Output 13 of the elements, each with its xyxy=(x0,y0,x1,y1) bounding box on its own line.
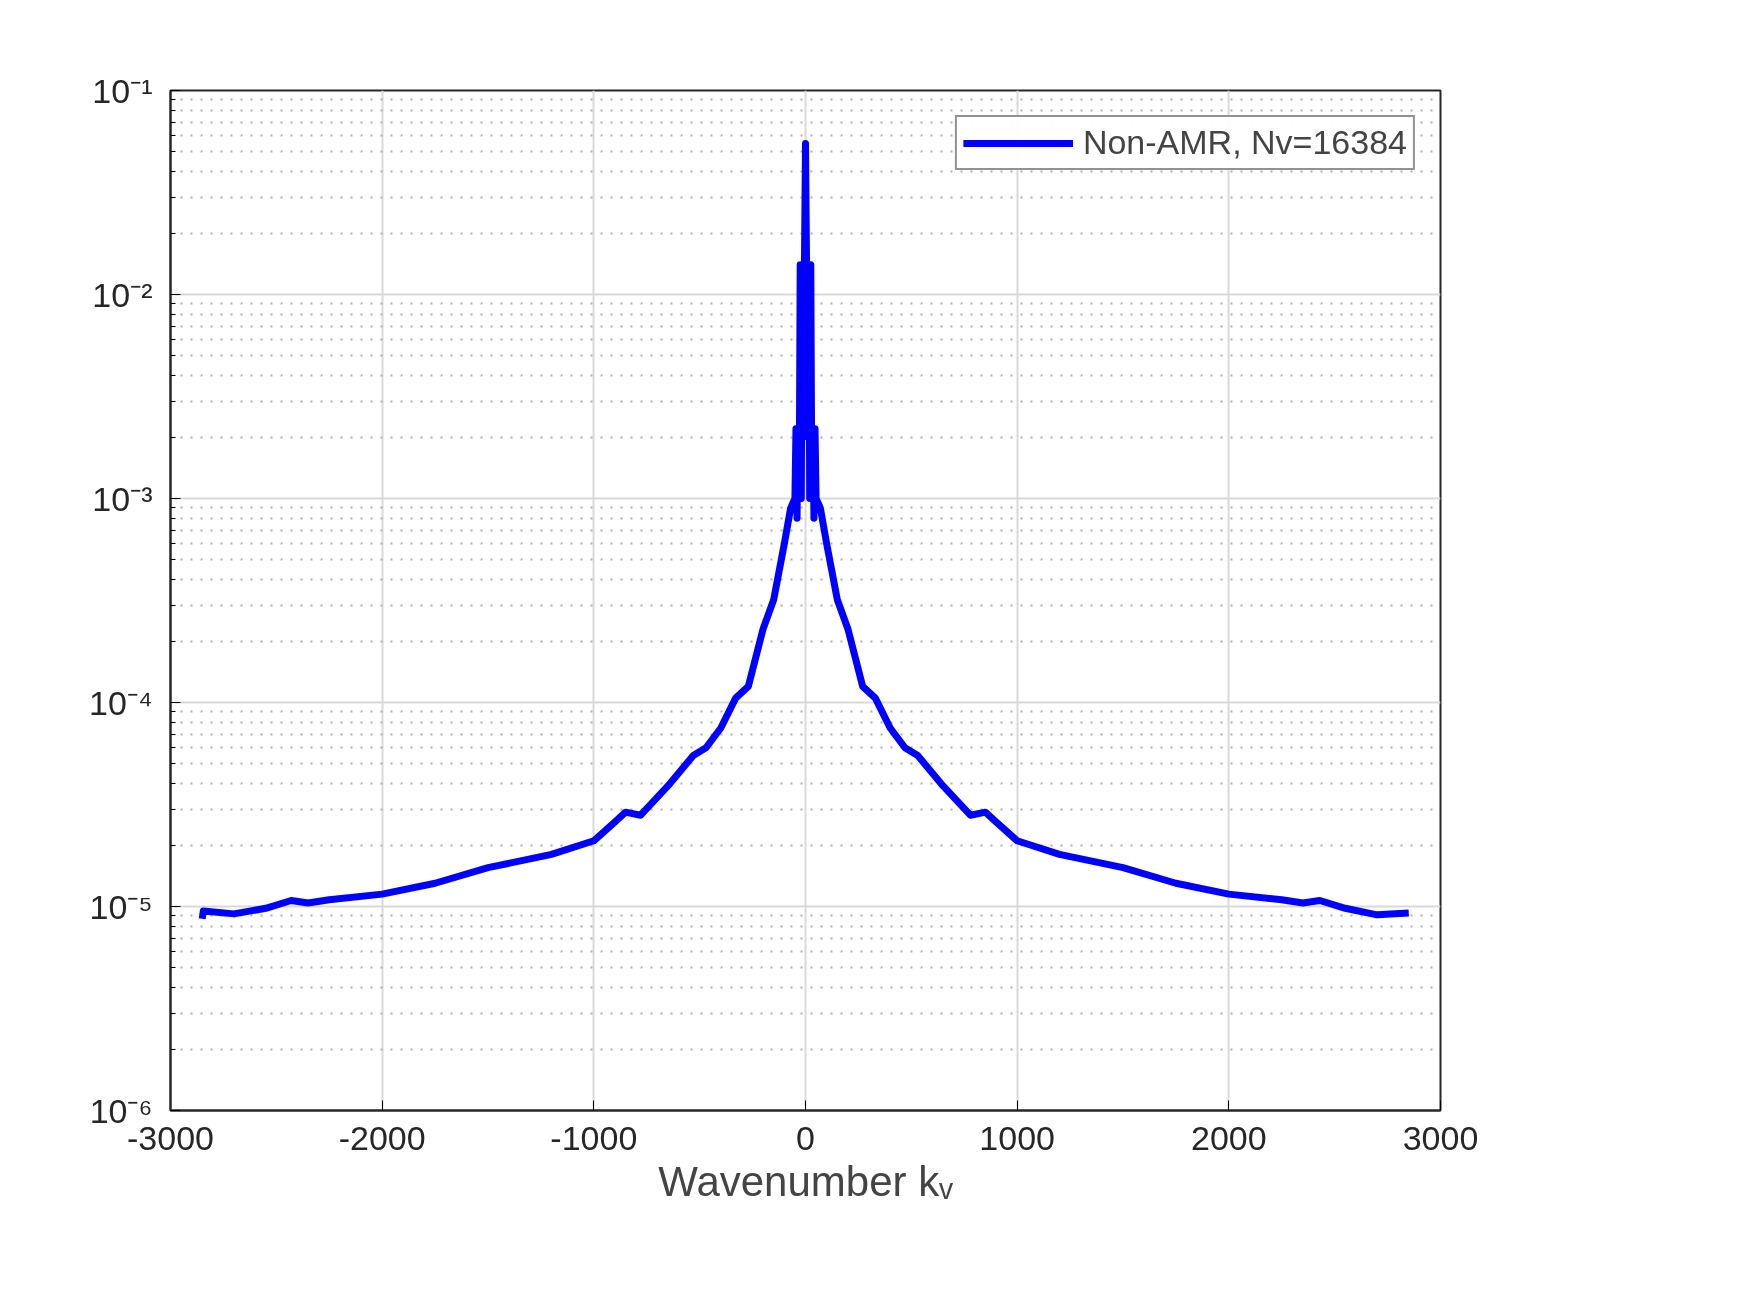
y-tick-label: 10⁻¹ xyxy=(92,71,153,110)
y-tick-label: 10⁻⁴ xyxy=(89,683,153,722)
x-tick-label: -1000 xyxy=(550,1118,638,1157)
legend-label: Non-AMR, Nv=16384 xyxy=(1082,123,1407,162)
x-tick-label: 0 xyxy=(796,1118,815,1157)
x-tick-label: 2000 xyxy=(1191,1118,1267,1157)
x-tick-label: 1000 xyxy=(979,1118,1055,1157)
y-tick-label: 10⁻⁵ xyxy=(89,887,153,926)
x-tick-label: -2000 xyxy=(338,1118,426,1157)
y-tick-label: 10⁻² xyxy=(92,275,153,314)
y-tick-label: 10⁻³ xyxy=(92,479,153,518)
x-tick-label: 3000 xyxy=(1402,1118,1479,1157)
x-axis-title: Wavenumber kᵥ xyxy=(658,1157,954,1205)
